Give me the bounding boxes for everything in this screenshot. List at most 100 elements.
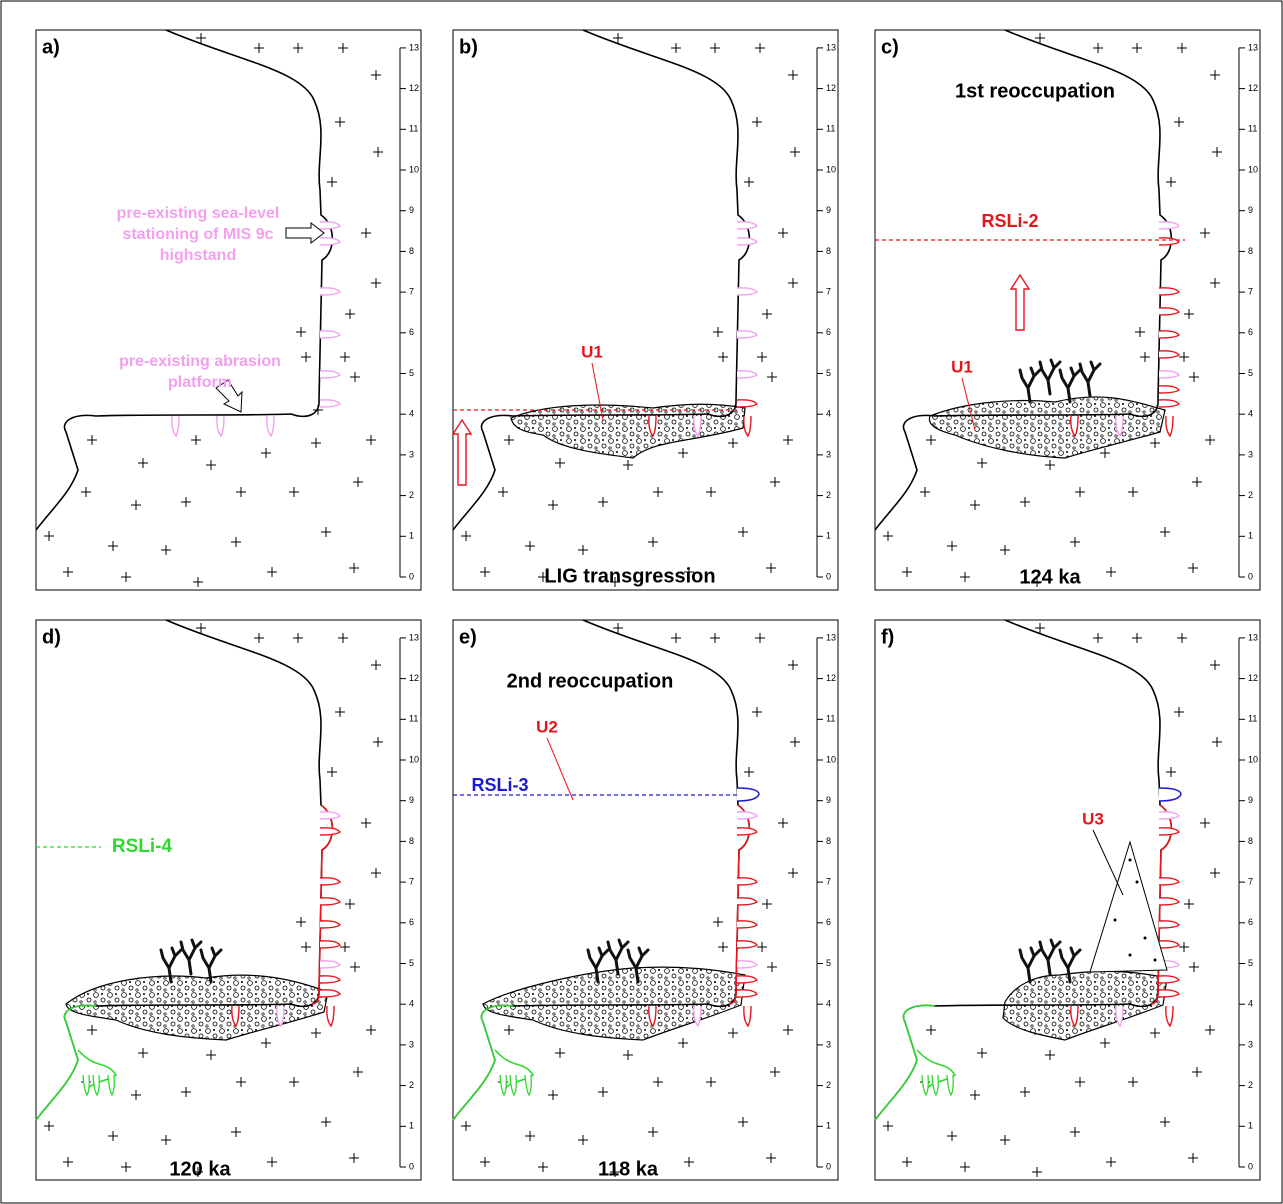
scale-label: 2 bbox=[409, 1080, 414, 1090]
rock-cross bbox=[778, 228, 788, 238]
scale-label: 9 bbox=[1248, 205, 1253, 215]
scale-label: 4 bbox=[826, 999, 831, 1009]
notch bbox=[737, 976, 757, 983]
rock-cross bbox=[131, 500, 141, 510]
notch bbox=[1159, 331, 1179, 338]
annotation: pre-existing abrasion bbox=[119, 353, 281, 370]
leader bbox=[547, 738, 573, 800]
scale-label: 9 bbox=[409, 795, 414, 805]
scale-label: 8 bbox=[826, 246, 831, 256]
rock-cross bbox=[44, 531, 54, 541]
rock-cross bbox=[321, 527, 331, 537]
notch bbox=[320, 828, 340, 835]
rock-cross bbox=[301, 352, 311, 362]
rock-cross bbox=[1035, 623, 1045, 633]
notch bbox=[500, 1075, 506, 1095]
rock-cross bbox=[598, 1087, 608, 1097]
grain bbox=[1114, 919, 1117, 922]
notch bbox=[267, 416, 274, 436]
rock-cross bbox=[371, 868, 381, 878]
rock-cross bbox=[498, 487, 508, 497]
notch bbox=[320, 371, 340, 378]
scale-label: 10 bbox=[1248, 754, 1258, 764]
scale-label: 1 bbox=[1248, 1121, 1253, 1131]
panel-frame bbox=[36, 30, 421, 590]
rock-cross bbox=[1212, 737, 1222, 747]
notch bbox=[737, 812, 757, 819]
rock-cross bbox=[788, 278, 798, 288]
notch bbox=[510, 1075, 516, 1095]
conglomerate bbox=[929, 397, 1165, 458]
rock-cross bbox=[1188, 563, 1198, 573]
coral bbox=[1020, 368, 1040, 402]
rock-cross bbox=[1212, 147, 1222, 157]
scale-label: 13 bbox=[826, 42, 836, 52]
notch bbox=[737, 400, 757, 407]
rock-cross bbox=[361, 818, 371, 828]
rock-cross bbox=[1020, 1087, 1030, 1097]
notch bbox=[320, 961, 340, 968]
rock-cross bbox=[131, 1090, 141, 1100]
scale-label: 11 bbox=[1248, 124, 1257, 134]
annotation: U2 bbox=[536, 717, 558, 736]
rock-outline bbox=[36, 620, 332, 1120]
notch bbox=[217, 416, 224, 436]
rock-cross bbox=[267, 1157, 277, 1167]
conglomerate bbox=[66, 975, 328, 1040]
rock-cross bbox=[311, 1028, 321, 1038]
rock-cross bbox=[293, 633, 303, 643]
scale-label: 8 bbox=[409, 836, 414, 846]
rock-cross bbox=[338, 43, 348, 53]
scale-label: 12 bbox=[826, 673, 836, 683]
rock-cross bbox=[1128, 487, 1138, 497]
leader bbox=[1093, 830, 1123, 895]
hollow-arrow bbox=[286, 223, 324, 243]
rock-cross bbox=[1140, 352, 1150, 362]
notch-blue bbox=[1159, 788, 1181, 801]
notch bbox=[1159, 941, 1179, 948]
panel-label: f) bbox=[881, 626, 894, 648]
scale-label: 4 bbox=[1248, 409, 1253, 419]
rock-cross bbox=[762, 899, 772, 909]
scale-label: 7 bbox=[1248, 286, 1253, 296]
rock-cross bbox=[63, 1157, 73, 1167]
notch bbox=[1159, 400, 1179, 407]
rock-cross bbox=[755, 43, 765, 53]
rock-cross bbox=[1205, 1025, 1215, 1035]
scale-label: 7 bbox=[409, 286, 414, 296]
rock-cross bbox=[1100, 448, 1110, 458]
notch bbox=[320, 331, 340, 338]
rock-cross bbox=[138, 458, 148, 468]
scale-label: 0 bbox=[1248, 1161, 1253, 1171]
coral bbox=[1040, 360, 1060, 394]
grain bbox=[1129, 859, 1132, 862]
rock-cross bbox=[977, 1048, 987, 1058]
rock-cross bbox=[613, 33, 623, 43]
rock-cross bbox=[108, 541, 118, 551]
notch bbox=[922, 1075, 928, 1095]
rock-cross bbox=[744, 767, 754, 777]
rock-cross bbox=[1106, 567, 1116, 577]
notch bbox=[1159, 288, 1179, 295]
scale-label: 0 bbox=[409, 1161, 414, 1171]
rock-cross bbox=[1093, 633, 1103, 643]
rock-cross bbox=[755, 633, 765, 643]
notch bbox=[744, 1006, 751, 1026]
rock-cross bbox=[1177, 43, 1187, 53]
scale-label: 1 bbox=[1248, 531, 1253, 541]
rock-cross bbox=[1035, 33, 1045, 43]
scale-label: 3 bbox=[409, 449, 414, 459]
rock-cross bbox=[883, 531, 893, 541]
notch bbox=[1159, 238, 1179, 245]
rock-cross bbox=[926, 1025, 936, 1035]
annotation: U3 bbox=[1082, 809, 1104, 828]
scale-label: 8 bbox=[409, 246, 414, 256]
rock-cross bbox=[236, 1077, 246, 1087]
rock-cross bbox=[353, 1067, 363, 1077]
rock-cross bbox=[1179, 942, 1189, 952]
scale-label: 2 bbox=[409, 490, 414, 500]
rock-cross bbox=[1192, 1067, 1202, 1077]
scale-label: 8 bbox=[1248, 836, 1253, 846]
